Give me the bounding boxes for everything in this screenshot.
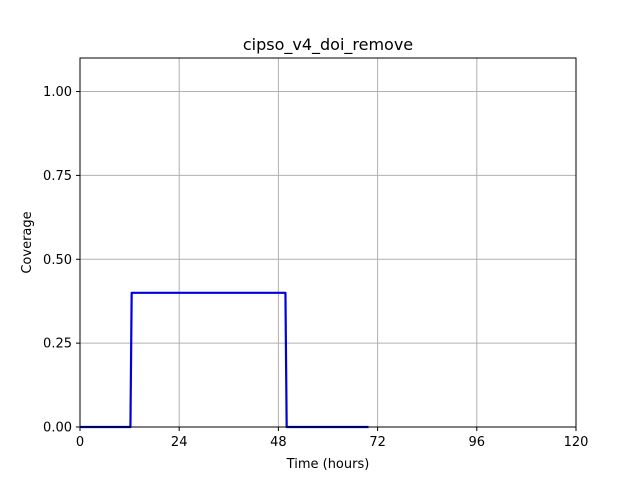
y-tick-label: 0.00 <box>43 421 72 436</box>
plot-frame <box>79 57 577 428</box>
ticks: 0 24 48 72 96 120 0.00 0.25 0.50 0.75 1.00 <box>43 85 588 450</box>
x-tick-label: 48 <box>270 435 287 450</box>
y-tick-label: 0.50 <box>43 253 72 268</box>
chart-title: cipso_v4_doi_remove <box>243 35 413 55</box>
y-axis-label: Coverage <box>20 211 35 273</box>
x-axis-label: Time (hours) <box>286 457 370 472</box>
x-tick-label: 120 <box>564 435 589 450</box>
x-tick-label: 96 <box>469 435 486 450</box>
x-tick-label: 0 <box>76 435 84 450</box>
y-tick-label: 1.00 <box>43 85 72 100</box>
y-tick-label: 0.75 <box>43 169 72 184</box>
x-tick-label: 72 <box>369 435 386 450</box>
x-tick-label: 24 <box>171 435 188 450</box>
y-tick-label: 0.25 <box>43 337 72 352</box>
